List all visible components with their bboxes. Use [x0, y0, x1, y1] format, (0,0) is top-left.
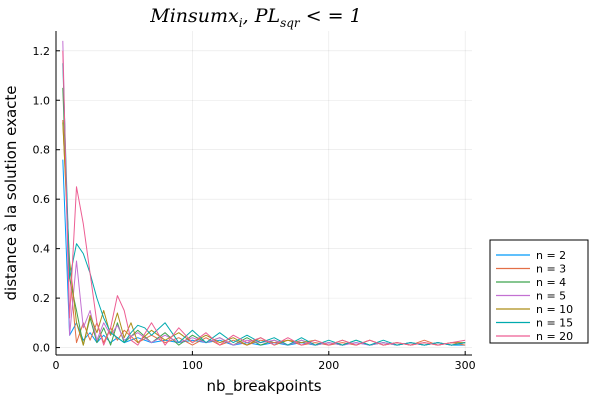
y-tick-label: 0.0	[33, 342, 51, 355]
grid-lines	[55, 31, 472, 355]
legend-label: n = 4	[536, 276, 566, 289]
legend-label: n = 10	[536, 303, 573, 316]
x-tick-label: 200	[318, 359, 339, 372]
x-axis-label: nb_breakpoints	[206, 377, 321, 396]
series-line-n20	[62, 50, 466, 346]
y-tick-label: 1.0	[33, 94, 51, 107]
legend-box	[489, 239, 589, 344]
y-tick-group: 0.0 0.2 0.4 0.6 0.8 1.0 1.2	[33, 45, 60, 355]
series-line-n5	[62, 40, 466, 346]
legend-label: n = 20	[536, 330, 573, 343]
y-axis-label: distance à la solution exacte	[2, 86, 20, 301]
legend-label: n = 3	[536, 263, 566, 276]
y-tick-label: 1.2	[33, 45, 51, 58]
x-tick-label: 300	[455, 359, 476, 372]
legend-label: n = 15	[536, 317, 573, 330]
x-tick-label: 100	[182, 359, 203, 372]
y-tick-label: 0.2	[33, 292, 51, 305]
y-tick-label: 0.6	[33, 193, 51, 206]
x-tick-group: 0 100 200 300	[53, 351, 476, 372]
series-group	[62, 40, 466, 346]
y-tick-label: 0.4	[33, 243, 51, 256]
legend-label: n = 5	[536, 290, 566, 303]
chart-title: Minsumxi, PLsqr < = 1	[149, 5, 361, 30]
legend-label: n = 2	[536, 249, 566, 262]
y-tick-label: 0.8	[33, 144, 51, 157]
x-tick-label: 0	[53, 359, 60, 372]
plot-axes	[55, 31, 472, 356]
series-line-n15	[62, 63, 466, 346]
legend: n = 2n = 3n = 4n = 5n = 10n = 15n = 20	[489, 239, 589, 344]
